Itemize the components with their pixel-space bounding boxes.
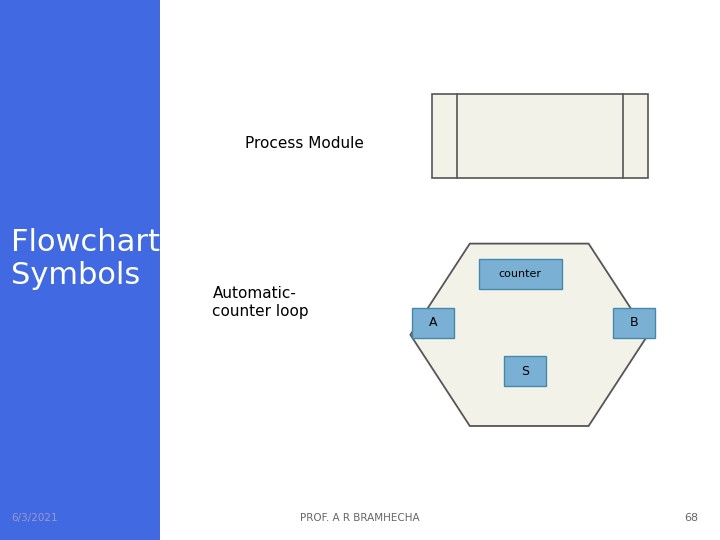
Text: S: S	[521, 364, 529, 378]
Polygon shape	[410, 244, 648, 426]
Bar	[412, 308, 454, 338]
Bar	[479, 259, 562, 289]
Text: A: A	[428, 316, 437, 329]
Text: B: B	[630, 316, 639, 329]
Bar	[0, 0, 160, 540]
Bar	[504, 356, 546, 386]
Text: 68: 68	[684, 514, 698, 523]
Text: 6/3/2021: 6/3/2021	[11, 514, 58, 523]
Text: counter: counter	[499, 269, 541, 279]
Text: Process Module: Process Module	[245, 136, 364, 151]
Bar	[613, 308, 655, 338]
Bar	[432, 94, 648, 178]
Text: PROF. A R BRAMHECHA: PROF. A R BRAMHECHA	[300, 514, 420, 523]
Text: Flowchart
Symbols: Flowchart Symbols	[11, 228, 160, 290]
Text: Automatic-
counter loop: Automatic- counter loop	[212, 286, 309, 319]
